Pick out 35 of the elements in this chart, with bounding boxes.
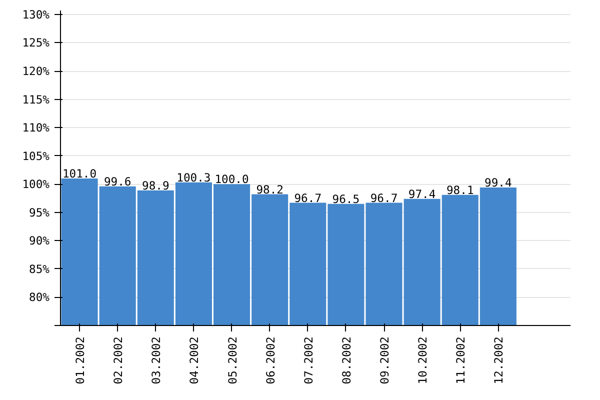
y-tick-label: 110% xyxy=(22,120,50,135)
y-tick-label: 100% xyxy=(22,177,50,192)
y-tick-label: 115% xyxy=(22,92,50,106)
x-tick-label: 07.2002 xyxy=(301,336,316,384)
y-tick-label: 130% xyxy=(22,7,50,22)
data-label: 100.3 xyxy=(176,170,211,184)
x-tick-label: 09.2002 xyxy=(378,336,392,384)
x-tick-label: 12.2002 xyxy=(492,336,506,384)
y-tick-label: 125% xyxy=(22,36,50,50)
data-label: 100.0 xyxy=(214,172,249,186)
x-tick-label: 08.2002 xyxy=(339,336,354,384)
data-label: 96.7 xyxy=(294,190,322,205)
y-tick-label: 95% xyxy=(29,205,50,220)
data-label: 101.0 xyxy=(62,166,97,180)
y-tick-label: 85% xyxy=(29,262,50,276)
x-tick-label: 03.2002 xyxy=(149,336,164,384)
data-label: 99.6 xyxy=(104,174,132,188)
data-label: 96.5 xyxy=(332,192,360,206)
x-tick-label: 01.2002 xyxy=(73,336,88,384)
x-tick-label: 04.2002 xyxy=(187,336,202,384)
data-label: 98.9 xyxy=(142,178,170,192)
x-tick-label: 11.2002 xyxy=(454,336,468,384)
y-tick-label: 105% xyxy=(22,148,50,163)
y-tick-label: 90% xyxy=(29,234,50,248)
x-tick-label: 06.2002 xyxy=(263,336,278,384)
data-label: 99.4 xyxy=(484,176,512,190)
data-label: 98.2 xyxy=(256,182,284,196)
x-tick-label: 05.2002 xyxy=(225,336,240,384)
y-tick-label: 80% xyxy=(29,290,50,304)
data-label: 96.7 xyxy=(370,190,398,205)
data-label: 97.4 xyxy=(408,186,436,201)
y-tick-label: 120% xyxy=(22,64,50,78)
x-tick-label: 02.2002 xyxy=(111,336,126,384)
x-tick-label: 10.2002 xyxy=(416,336,430,384)
data-label: 98.1 xyxy=(446,182,474,197)
